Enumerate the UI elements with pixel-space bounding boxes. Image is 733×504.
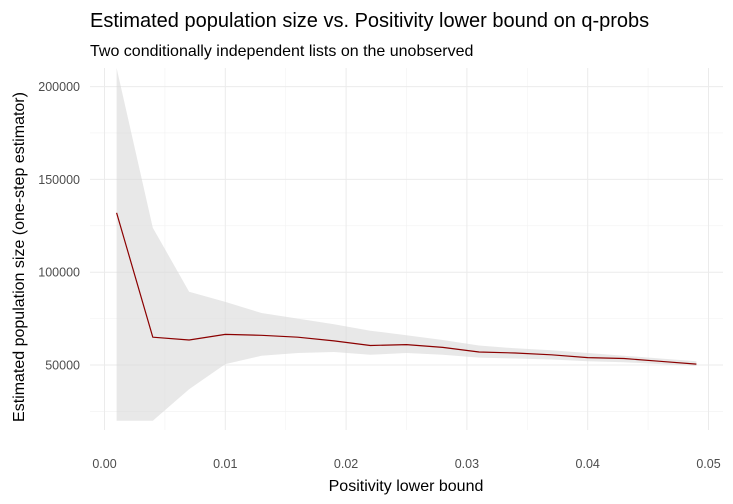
- x-axis-ticks: 0.00 0.01 0.02 0.03 0.04 0.05: [92, 457, 720, 471]
- chart-subtitle: Two conditionally independent lists on t…: [90, 43, 473, 60]
- x-tick-label: 0.00: [92, 457, 116, 471]
- chart-title: Estimated population size vs. Positivity…: [90, 10, 649, 32]
- x-axis-title: Positivity lower bound: [329, 478, 484, 495]
- estimate-line: [116, 212, 697, 365]
- series-layer: [116, 212, 697, 365]
- confidence-band-layer: [116, 68, 697, 421]
- y-tick-label: 200000: [38, 80, 80, 94]
- y-axis-title: Estimated population size (one-step esti…: [11, 92, 28, 422]
- y-tick-label: 50000: [45, 359, 80, 373]
- x-tick-label: 0.02: [334, 457, 358, 471]
- confidence-band: [116, 68, 697, 421]
- major-gridlines: [90, 68, 723, 430]
- x-tick-label: 0.03: [455, 457, 479, 471]
- x-tick-label: 0.05: [696, 457, 720, 471]
- x-tick-label: 0.01: [213, 457, 237, 471]
- plot-area: [90, 68, 723, 430]
- x-tick-label: 0.04: [576, 457, 600, 471]
- y-axis-ticks: 50000 100000 150000 200000: [38, 80, 80, 372]
- y-tick-label: 100000: [38, 266, 80, 280]
- y-tick-label: 150000: [38, 173, 80, 187]
